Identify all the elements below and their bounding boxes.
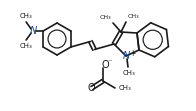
Text: O: O <box>87 83 95 93</box>
Text: ⁻: ⁻ <box>108 57 112 66</box>
Text: N: N <box>30 26 37 36</box>
Text: O: O <box>101 60 109 70</box>
Text: N: N <box>122 51 130 61</box>
Text: CH₃: CH₃ <box>119 85 132 91</box>
Text: +: + <box>129 50 135 58</box>
Text: CH₃: CH₃ <box>123 70 135 76</box>
Text: CH₃: CH₃ <box>20 43 33 49</box>
Text: CH₃: CH₃ <box>128 14 140 19</box>
Text: CH₃: CH₃ <box>20 14 33 20</box>
Text: CH₃: CH₃ <box>99 15 111 20</box>
